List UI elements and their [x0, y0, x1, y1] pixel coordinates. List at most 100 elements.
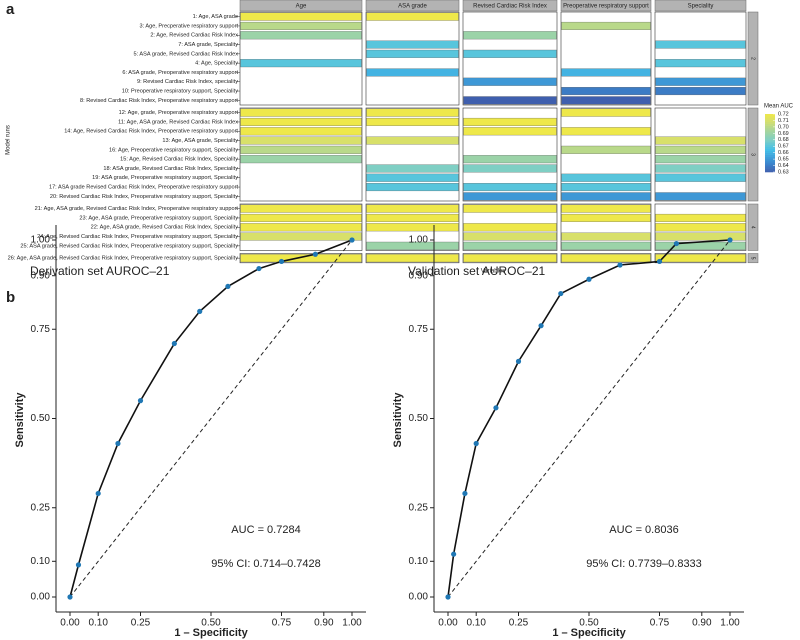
column-header: Revised Cardiac Risk Index [473, 4, 547, 10]
y-tick-label: 0.90 [409, 270, 429, 281]
facet-label: 2 [750, 57, 756, 60]
colorbar-label: 0.68 [778, 137, 789, 143]
tile [240, 223, 362, 232]
tile [463, 254, 557, 263]
annotation: AUC = 0.8036 [609, 524, 678, 536]
tile [366, 49, 459, 58]
tile [655, 40, 746, 49]
colorbar-step [765, 133, 775, 136]
colorbar-step [765, 123, 775, 126]
tile [240, 127, 362, 136]
row-label: 14: Age, Revised Cardiac Risk Index, Pre… [64, 129, 238, 135]
x-tick-label: 0.10 [466, 618, 486, 629]
tile [240, 155, 362, 164]
roc-point [137, 398, 144, 404]
column-strip [365, 0, 460, 12]
x-tick-label: 0.10 [88, 618, 108, 629]
roc-point [462, 490, 468, 497]
roc-point [95, 490, 101, 497]
tile [561, 192, 651, 201]
roc-curve [69, 239, 353, 598]
colorbar-label: 0.70 [778, 124, 789, 130]
tile [561, 68, 651, 77]
tile [240, 136, 362, 145]
x-tick-label: 0.50 [579, 618, 599, 629]
row-label: 11: Age, ASA grade, Revised Cardiac Risk… [118, 119, 238, 125]
roc-point [197, 308, 203, 314]
colorbar-step [765, 141, 775, 144]
row-label: 19: ASA grade, Preoperative respiratory … [92, 175, 238, 181]
tile [463, 155, 557, 164]
x-tick-label: 1.00 [720, 618, 740, 629]
tile [561, 213, 651, 222]
row-label: 13: Age, ASA grade, Speciality [162, 138, 238, 144]
colorbar-step [765, 115, 775, 119]
facet-label: 3 [750, 153, 756, 156]
x-axis-label: 1 – Specificity [174, 627, 248, 639]
x-tick-label: 0.00 [438, 618, 458, 629]
tile [561, 145, 651, 154]
x-tick-label: 0.75 [272, 618, 292, 629]
column-header: Speciality [688, 4, 714, 10]
tile [366, 183, 459, 192]
colorbar-step [765, 166, 775, 169]
tile [463, 49, 557, 58]
colorbar-label: 0.69 [778, 131, 789, 137]
colorbar-step [765, 137, 775, 140]
facet-strip [747, 11, 759, 106]
colorbar-step [765, 125, 775, 128]
column-header: ASA grade [398, 4, 427, 10]
tile [561, 204, 651, 213]
row-label: 18: ASA grade, Revised Cardiac Risk Inde… [103, 166, 238, 172]
tile [463, 223, 557, 232]
tile [655, 213, 746, 222]
colorbar-label: 0.66 [778, 150, 789, 156]
tile [240, 108, 362, 117]
tile [655, 173, 746, 182]
roc-point [558, 290, 564, 297]
row-label: 2: Age, Revised Cardiac Risk Index [150, 33, 238, 39]
row-label: 6: ASA grade, Preoperative respiratory s… [122, 70, 238, 76]
roc-point [617, 262, 623, 268]
y-tick-label: 0.00 [409, 592, 429, 603]
row-label: 3: Age, Precperative respiratory support [139, 23, 238, 29]
roc-point [515, 358, 522, 364]
colorbar-label: 0.65 [778, 157, 789, 163]
tile [561, 108, 651, 117]
y-axis-label: Sensitivity [392, 392, 404, 448]
x-tick-label: 0.90 [692, 618, 712, 629]
colorbar-step [765, 139, 775, 142]
tile [463, 96, 557, 105]
row-label: 5: ASA grade, Revised Cardiac Risk Index [134, 51, 239, 57]
tile [655, 87, 746, 96]
roc-point [312, 251, 318, 257]
tile [655, 77, 746, 86]
x-axis-label: Variables [481, 268, 506, 274]
roc-point [451, 551, 457, 557]
annotation: 95% CI: 0.7739–0.8333 [586, 558, 702, 570]
tile [561, 241, 651, 250]
row-label: 7: ASA grade, Speciality [178, 42, 238, 48]
row-label: 21: Age, ASA grade, Revised Cardiac Risk… [35, 206, 239, 212]
tile [561, 183, 651, 192]
panel-frame [462, 11, 558, 106]
row-label: 20: Revised Cardiac Risk Index, Preopera… [50, 194, 238, 200]
roc-point [171, 340, 177, 347]
roc-point [349, 237, 355, 243]
row-label: 10: Preoperative respiratory support, Sp… [122, 89, 238, 95]
chart-title: Derivation set AUROC–21 [30, 264, 170, 278]
roc-point [67, 594, 73, 600]
tile [655, 59, 746, 68]
roc-point [256, 265, 262, 272]
y-tick-label: 0.25 [409, 502, 429, 513]
row-label: 22: Age, ASA grade, Revised Cardiac Risk… [91, 225, 239, 231]
colorbar-step [765, 170, 775, 173]
tile [561, 87, 651, 96]
column-strip [560, 0, 652, 12]
colorbar-step [765, 117, 775, 121]
colorbar-step [765, 129, 775, 132]
x-tick-label: 0.75 [650, 618, 670, 629]
row-label: 23: Age, ASA grade, Preoperative respira… [79, 215, 238, 221]
facet-strip [747, 253, 759, 264]
